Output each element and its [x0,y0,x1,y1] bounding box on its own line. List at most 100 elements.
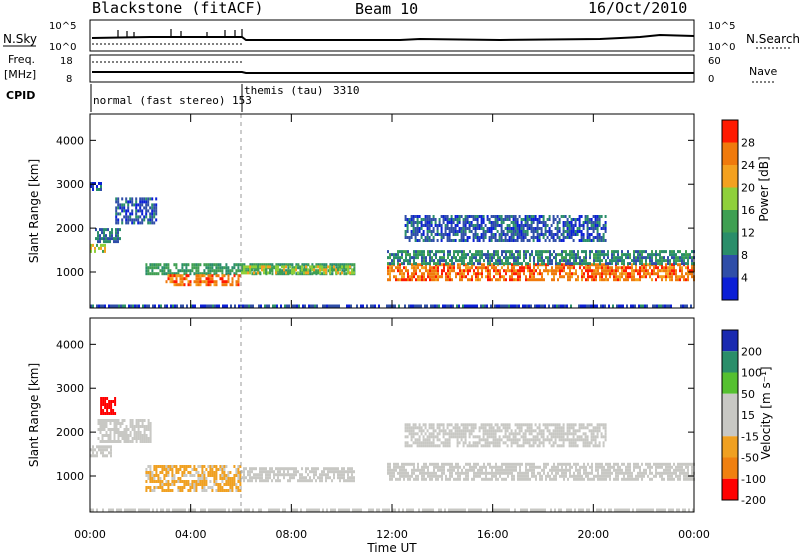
power-cell [669,269,671,273]
power-cell [537,272,539,276]
velocity-cell [484,444,487,448]
power-cell [462,236,465,239]
velocity-cell [105,422,108,425]
power-cell [498,218,501,221]
power-cell [286,304,288,308]
velocity-cell [431,471,433,475]
velocity-cell [450,435,453,439]
velocity-cell [653,462,655,466]
velocity-cell [623,462,625,466]
velocity-cell [103,419,106,422]
power-cell [640,304,642,308]
velocity-cell [584,444,587,448]
power-cell [518,236,521,239]
power-cell [556,236,559,239]
velocity-cell [237,474,240,477]
power-cell [647,269,649,273]
power-cell [508,236,511,239]
velocity-cell [501,465,503,469]
velocity-cell [96,508,98,512]
power-cell [561,269,563,273]
power-cell [446,224,449,227]
power-cell [595,256,597,260]
power-cell [542,236,545,239]
velocity-cell [607,474,609,478]
velocity-cell [420,426,423,430]
velocity-cell [515,468,517,472]
velocity-cell [579,477,581,481]
velocity-cell [605,477,607,481]
power-cell [603,253,605,257]
velocity-cell [189,486,192,489]
power-cell [451,262,453,266]
power-cell [416,233,419,236]
velocity-cell [458,441,461,445]
velocity-cell [317,467,319,471]
velocity-band-4 [241,467,355,483]
power-cell [397,253,399,257]
velocity-cell [165,489,168,492]
power-cell [602,239,605,242]
power-cell [593,262,595,266]
velocity-cell [389,471,391,475]
velocity-cell [504,429,507,433]
velocity-cell [559,468,561,472]
power-cell [620,304,622,308]
power-cell [687,262,689,266]
velocity-cell [145,428,148,431]
velocity-cell [687,465,689,469]
power-cell [517,275,519,279]
velocity-cell [677,462,679,466]
velocity-cell [523,474,525,478]
velocity-cell [416,438,419,442]
power-cell [92,243,94,247]
power-cell [565,262,567,266]
power-cell [537,259,539,263]
power-cell [309,265,311,269]
velocity-cell [566,426,569,430]
velocity-cell [645,462,647,466]
power-cell [481,275,483,279]
velocity-cell [619,471,621,475]
power-cell [317,271,319,275]
power-cell [448,230,451,233]
velocity-cell [124,508,126,512]
power-cell [425,259,427,263]
velocity-cell [104,403,107,406]
velocity-cell [565,468,567,472]
velocity-cell [209,480,212,483]
velocity-cell [472,423,475,427]
velocity-cell [436,444,439,448]
power-cell [191,266,194,270]
power-cell [107,240,109,244]
velocity-cell [172,508,174,512]
power-cell [311,263,314,267]
velocity-cell [640,508,642,512]
power-cell [235,272,238,276]
power-cell [341,265,343,269]
velocity-cell [522,435,525,439]
power-cell [299,272,302,276]
velocity-cell [153,465,156,468]
power-cell [291,268,293,272]
power-cell [427,253,429,257]
velocity-cell [578,423,581,427]
power-cell [193,263,196,267]
velocity-cell [287,473,289,477]
velocity-cell [577,468,579,472]
power-cell [395,266,397,270]
velocity-cell [442,429,445,433]
power-cell [645,250,647,254]
velocity-cell [562,432,565,436]
velocity-cell [479,474,481,478]
power-cell [589,266,591,270]
power-cell [463,272,465,276]
velocity-cell [429,474,431,478]
velocity-cell [488,441,491,445]
power-cell [458,239,461,242]
power-cell [345,272,348,276]
velocity-cell [627,474,629,478]
power-cell [448,233,451,236]
power-cell [578,239,581,242]
power-cell [585,253,587,257]
